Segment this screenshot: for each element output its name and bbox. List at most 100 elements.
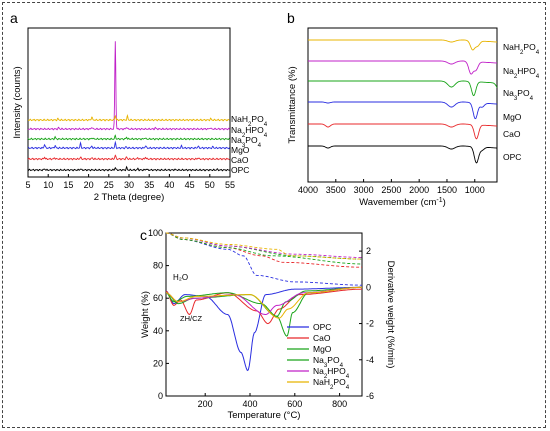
panel-c-plot-frame <box>165 232 363 397</box>
panel-b-legend-label-mid: PO <box>517 88 530 98</box>
panel-b-legend-label-prefix: CaO <box>503 129 521 139</box>
panel-a-legend-label-mid: PO <box>251 114 264 124</box>
panel-b-legend-label-sub2: 4 <box>536 49 540 56</box>
panel-c-annotation-h2o: H₂O <box>173 273 188 282</box>
panel-b-letter: b <box>287 10 295 26</box>
panel-c-legend-label-prefix: Na <box>313 366 324 376</box>
panel-c-legend-label-prefix: MgO <box>313 344 332 354</box>
panel-b-legend-label-prefix: OPC <box>503 152 521 162</box>
panel-a-x-tick-label: 10 <box>43 180 53 190</box>
panel-c-legend-label: Na2HPO4 <box>313 366 350 380</box>
panel-c-weight-Na2HPO4 <box>166 232 363 258</box>
panel-b-legend-label-sub1: 2 <box>520 49 524 56</box>
panel-a-series-MgO <box>27 140 230 150</box>
panel-a-x-tick-label: 25 <box>104 180 114 190</box>
panel-b-x-axis-label: Wavemember (cm-1) <box>359 197 446 209</box>
panel-a-x-tick-label: 5 <box>25 180 30 190</box>
panel-b-legend-label-sub1: 3 <box>514 95 518 102</box>
panel-b-series-NaH2PO4 <box>308 39 497 51</box>
panel-a-legend-label: OPC <box>231 165 249 175</box>
panel-c-y-tick-label: 100 <box>148 228 163 238</box>
panel-a-legend-label-prefix: NaH <box>231 114 248 124</box>
panel-c-legend-label-sub1: 2 <box>330 384 334 391</box>
panel-c-tga-chart: c 200 400 600 800 0 20 40 60 80 100 -6 -4 -2 0 2 Temper… <box>140 227 396 421</box>
figure-frame <box>2 2 546 428</box>
panel-a-legend-label: MgO <box>231 145 250 155</box>
panel-b-legend-label: MgO <box>503 112 522 122</box>
panel-a-legend-label-prefix: OPC <box>231 165 249 175</box>
panel-b-legend-label-prefix: Na <box>503 88 514 98</box>
panel-c-y-tick-label: 20 <box>153 358 163 368</box>
panel-b-legend-label: OPC <box>503 152 521 162</box>
panel-a-series-Na2HPO4 <box>27 41 230 131</box>
panel-a-x-tick-label: 15 <box>63 180 73 190</box>
panel-c-y2-tick-label: 2 <box>366 246 371 256</box>
panel-a-letter: a <box>10 10 18 26</box>
panel-b-x-tick-label: 3000 <box>354 185 374 195</box>
panel-a-legend-label: CaO <box>231 155 249 165</box>
panel-c-legend-label: Na3PO4 <box>313 355 344 369</box>
panel-a-legend-label: Na2HPO4 <box>231 125 268 139</box>
panel-c-derivative-CaO <box>165 288 362 325</box>
panel-a-series-NaH2PO4 <box>27 113 230 122</box>
panel-c-y2-axis-label: Derivative weight (%/min) <box>385 261 396 369</box>
panel-a-legend-label-sub1: 2 <box>248 121 252 128</box>
panel-a-legend-label-prefix: MgO <box>231 145 250 155</box>
panel-b-ftir-chart: b 4000 3500 3000 2500 2000 1500 1000 Wavemember… <box>287 10 540 208</box>
panel-c-x-axis-label: Temperature (°C) <box>228 410 301 421</box>
panel-b-x-axis-label-xlabel: Wavemember (cm <box>359 197 436 208</box>
panel-b-series-MgO <box>308 101 497 120</box>
panel-a-x-tick-label: 35 <box>144 180 154 190</box>
panel-c-x-tick-label: 800 <box>332 399 347 409</box>
panel-a-x-tick-label: 55 <box>225 180 235 190</box>
panel-c-x-tick-label: 400 <box>242 399 257 409</box>
panel-a-legend-label-sub2: 4 <box>264 121 268 128</box>
panel-b-legend-label: Na2HPO4 <box>503 66 540 80</box>
panel-c-weight-CaO <box>165 232 362 268</box>
panel-a-legend-label-prefix: CaO <box>231 155 249 165</box>
panel-c-derivative-Na3PO4 <box>165 286 362 337</box>
panel-c-legend-label: NaH2PO4 <box>313 377 350 391</box>
panel-c-y2-tick-label: -6 <box>366 391 374 401</box>
panel-a-x-tick-label: 20 <box>84 180 94 190</box>
panel-c-legend-label-mid: PO <box>327 355 340 365</box>
panel-c-legend-label: CaO <box>313 333 331 343</box>
panel-b-series-OPC <box>308 145 497 164</box>
panel-c-legend-label-prefix: CaO <box>313 333 331 343</box>
panel-b-legend-label-prefix: MgO <box>503 112 522 122</box>
panel-a-legend-label-prefix: Na <box>231 125 242 135</box>
panel-c-x-tick-label: 200 <box>198 399 213 409</box>
panel-b-x-axis-label-xlabel_end: ) <box>443 197 446 208</box>
panel-c-legend-label-sub2: 4 <box>346 384 350 391</box>
panel-b-x-tick-label: 2500 <box>381 185 401 195</box>
panel-a-x-tick-label: 50 <box>205 180 215 190</box>
panel-b-x-axis-label-xlabel_sup: -1 <box>436 197 442 204</box>
panel-a-plot-frame <box>27 27 231 178</box>
panel-b-legend-label: Na3PO4 <box>503 88 534 102</box>
panel-a-legend-label-sub1: 3 <box>242 142 246 149</box>
panel-c-y-tick-label: 40 <box>153 326 163 336</box>
panel-a-series-Na3PO4 <box>27 134 230 141</box>
panel-b-legend-label: NaH2PO4 <box>503 42 540 56</box>
panel-c-legend-label-sub1: 3 <box>324 362 328 369</box>
panel-a-legend-label-mid: HPO <box>245 125 264 135</box>
panel-b-x-tick-label: 2000 <box>409 185 429 195</box>
panel-c-legend-label-mid: PO <box>333 377 346 387</box>
panel-c-derivative-NaH2PO4 <box>165 286 362 319</box>
panel-a-legend-label-mid: PO <box>245 135 258 145</box>
panel-b-series-Na2HPO4 <box>308 60 497 75</box>
panel-b-x-tick-label: 1000 <box>465 185 485 195</box>
panel-c-y2-tick-label: -2 <box>366 319 374 329</box>
panel-b-x-tick-label: 1500 <box>437 185 457 195</box>
panel-c-legend-label-prefix: Na <box>313 355 324 365</box>
panel-b-plot-frame <box>307 27 498 183</box>
panel-c-y2-tick-label: -4 <box>366 355 374 365</box>
panel-c-x-tick-label: 600 <box>287 399 302 409</box>
panel-a-legend-label: Na3PO4 <box>231 135 262 149</box>
panel-b-legend-label-sub2: 4 <box>536 73 540 80</box>
panel-a-y-axis-label: Intensity (counts) <box>12 66 23 138</box>
panel-a-legend-label-sub2: 4 <box>264 132 268 139</box>
panel-c-derivative-MgO <box>165 286 362 317</box>
panel-b-legend-label-sub2: 4 <box>530 95 534 102</box>
